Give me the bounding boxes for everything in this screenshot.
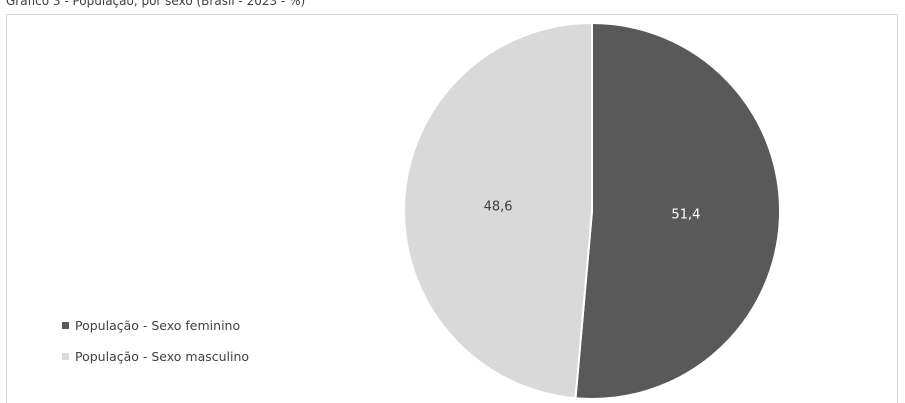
pie-slices: [403, 21, 781, 400]
legend-swatch-feminino: [62, 322, 69, 329]
data-label-masculino: 48,6: [484, 199, 513, 214]
legend-swatch-masculino: [62, 353, 69, 360]
chart-title: Gráfico 3 - População, por sexo (Brasil …: [6, 0, 306, 8]
legend-item-masculino: População - Sexo masculino: [62, 349, 249, 364]
legend-item-feminino: População - Sexo feminino: [62, 318, 249, 333]
pie-slice-masculino: [403, 21, 593, 400]
legend: População - Sexo feminino População - Se…: [62, 318, 249, 380]
data-label-feminino: 51,4: [671, 208, 700, 223]
legend-label-masculino: População - Sexo masculino: [75, 349, 250, 364]
legend-label-feminino: População - Sexo feminino: [75, 318, 241, 333]
pie-slice-feminino: [574, 21, 781, 400]
plot-area-frame: [6, 14, 898, 403]
data-labels: 51,4 48,6: [484, 199, 701, 222]
